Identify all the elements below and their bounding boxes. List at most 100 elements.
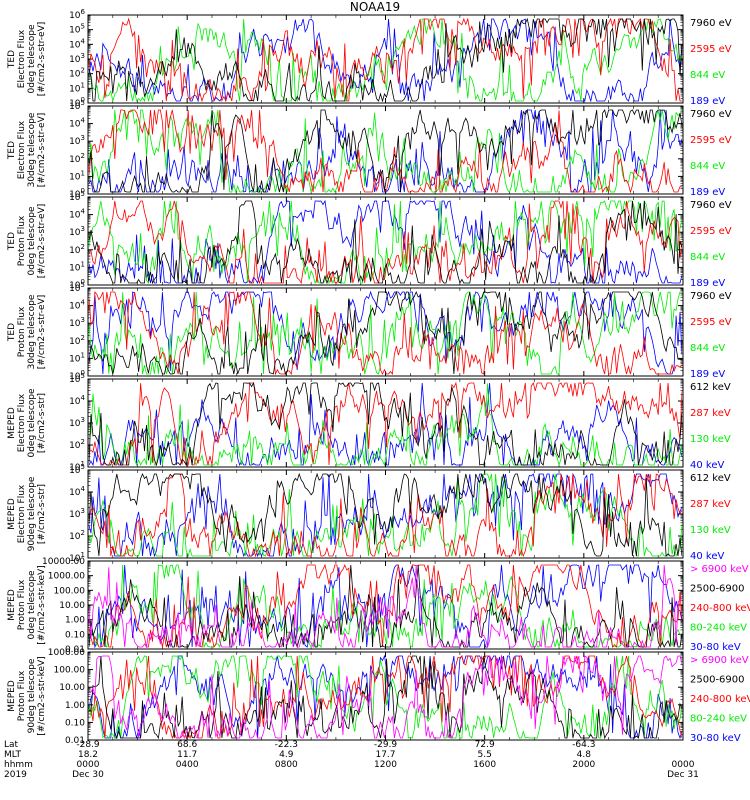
series-line: [89, 564, 682, 648]
x-tick-label-hhmm: 1200: [374, 760, 397, 770]
series-line: [89, 17, 682, 102]
y-tick-label: 106: [69, 8, 85, 21]
series-group: [89, 108, 682, 193]
legend-entry: 7960 eV: [690, 200, 732, 211]
legend-entry: 2500-6900: [690, 584, 745, 595]
series-line: [89, 472, 682, 557]
x-tick-label-mlt: 17.7: [375, 750, 395, 760]
x-tick-label-hhmm: 0400: [176, 760, 199, 770]
series-line: [89, 290, 682, 375]
x-tick-label-lat: -64.3: [572, 740, 595, 750]
y-tick-label: 10.00: [59, 601, 85, 611]
legend-entry: 130 keV: [690, 525, 731, 536]
x-tick-label-mlt: 18.2: [78, 750, 98, 760]
x-tick-label-lat: -29.9: [374, 740, 398, 750]
y-tick-label: 104: [69, 117, 85, 130]
series-line: [89, 381, 682, 466]
panel-5: 101 102 103 104 105 MEPED Electron Flux 0deg te…: [7, 372, 731, 473]
y-axis-label: TED: [7, 141, 17, 160]
x-axis-row-label: 2019: [4, 770, 27, 780]
y-tick-label: 101: [69, 551, 85, 564]
panel-6: 101 102 103 104 105 MEPED Electron Flux 90deg t…: [7, 463, 731, 564]
y-axis-label: 0deg telescope: [27, 570, 37, 640]
y-tick-label: 104: [69, 394, 85, 407]
y-tick-label: 105: [69, 281, 85, 294]
series-line: [89, 564, 682, 648]
y-axis-label: [#/cm2-s-str]: [37, 393, 47, 453]
series-group: [89, 199, 682, 284]
y-axis-label: [#/cm2-s-str]: [37, 484, 47, 544]
series-line: [89, 291, 682, 375]
y-axis-label: 0deg telescope: [27, 206, 37, 276]
y-axis-label: Electron Flux: [17, 120, 27, 179]
panel-4: 100 101 102 103 104 105 TED Proton Flux 30deg te…: [7, 281, 732, 382]
y-tick-label: 104: [69, 485, 85, 498]
y-axis-label: Proton Flux: [17, 670, 27, 721]
series-line: [89, 109, 682, 193]
series-group: [89, 381, 682, 466]
y-axis-label: Electron Flux: [17, 484, 27, 543]
x-tick-label-hhmm: 0000: [672, 760, 695, 770]
legend-entry: 612 keV: [690, 473, 731, 484]
y-axis-label: MEPED: [7, 680, 17, 712]
y-tick-label: 103: [69, 316, 85, 329]
y-axis-label: [#/cm2-s-str-eV]: [37, 295, 47, 370]
legend-entry: 612 keV: [690, 382, 731, 393]
legend-entry: 130 keV: [690, 434, 731, 445]
series-line: [89, 382, 682, 466]
y-tick-label: 104: [69, 37, 85, 50]
y-tick-label: 101: [69, 460, 85, 473]
x-tick-label-lat: -28.9: [76, 740, 100, 750]
legend-entry: 2595 eV: [690, 135, 732, 146]
y-tick-label: 103: [69, 507, 85, 520]
legend-entry: 2500-6900: [690, 675, 745, 686]
y-tick-label: 0.10: [65, 718, 85, 728]
y-axis-label: MEPED: [7, 498, 17, 530]
legend-entry: 844 eV: [690, 70, 725, 81]
y-axis-label: [#/cm2-s-str-eV]: [37, 113, 47, 188]
y-tick-label: 102: [69, 243, 85, 256]
series-line: [89, 655, 682, 739]
legend-entry: 80-240 keV: [690, 714, 747, 725]
y-axis-label: TED: [7, 232, 17, 251]
series-line: [89, 383, 682, 466]
series-line: [89, 17, 682, 102]
series-group: [89, 290, 682, 375]
series-group: [89, 654, 682, 739]
panel-8: 0.01 0.10 1.00 10.00 100.00 1000.00 MEPED Proto…: [7, 648, 750, 746]
legend-entry: 7960 eV: [690, 18, 732, 29]
series-group: [89, 563, 682, 648]
legend-entry: 287 keV: [690, 499, 731, 510]
y-tick-label: 101: [69, 169, 85, 182]
y-tick-label: 102: [69, 334, 85, 347]
series-line: [89, 109, 682, 193]
y-tick-label: 105: [69, 23, 85, 36]
series-line: [89, 381, 682, 466]
y-axis-label: [#/cm2-s-str-keV]: [37, 656, 47, 735]
series-line: [89, 565, 682, 648]
legend-entry: 189 eV: [690, 96, 725, 107]
y-tick-label: 103: [69, 416, 85, 429]
y-tick-label: 101: [69, 81, 85, 94]
series-line: [89, 200, 682, 284]
y-tick-label: 105: [69, 372, 85, 385]
series-line: [89, 473, 682, 557]
y-tick-label: 101: [69, 351, 85, 364]
legend-entry: > 6900 keV: [690, 564, 749, 575]
legend-entry: 2595 eV: [690, 317, 732, 328]
y-tick-label: 100.00: [54, 586, 86, 596]
panel-2: 100 101 102 103 104 105 TED Electron Flux 30deg …: [7, 99, 732, 200]
y-tick-label: 102: [69, 438, 85, 451]
y-tick-label: 102: [69, 529, 85, 542]
legend-entry: 844 eV: [690, 343, 725, 354]
y-tick-label: 1000.00: [48, 572, 85, 582]
y-tick-label: 0.01: [65, 736, 85, 746]
legend-entry: 189 eV: [690, 187, 725, 198]
y-axis-label: 0deg telescope: [27, 388, 37, 458]
y-tick-label: 103: [69, 52, 85, 65]
y-tick-label: 105: [69, 463, 85, 476]
y-axis-label: [#/cm2-s-str-eV]: [37, 204, 47, 279]
legend-entry: 30-80 keV: [690, 642, 741, 653]
x-date-end: Dec 31: [667, 770, 699, 780]
